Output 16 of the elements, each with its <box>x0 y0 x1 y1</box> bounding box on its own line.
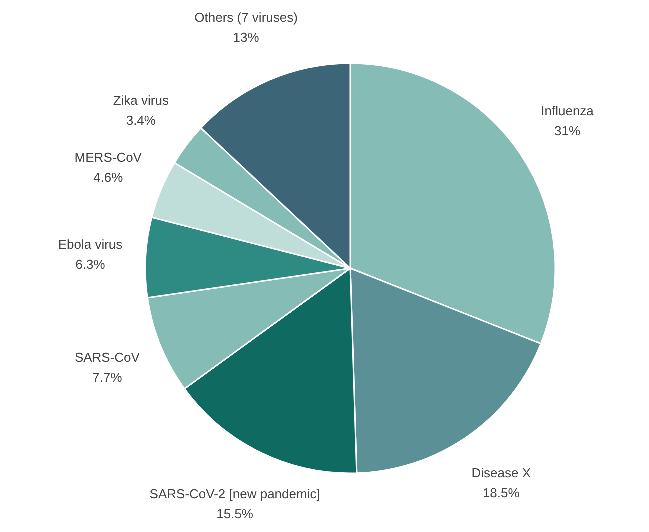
data-label: 7.7% <box>92 370 123 385</box>
slice-label: MERS-CoV <box>74 150 142 165</box>
data-label: 13% <box>233 30 260 46</box>
slice-label: Influenza <box>541 104 595 119</box>
data-label: 18.5% <box>482 486 520 501</box>
slice-label: Ebola virus <box>58 236 124 252</box>
slice-label: SARS-CoV <box>74 350 140 365</box>
slice-label: SARS-CoV-2 [new pandemic] <box>150 486 320 502</box>
data-label: 31% <box>554 124 581 139</box>
data-label: 15.5% <box>216 506 254 522</box>
data-label: 3.4% <box>126 112 156 128</box>
slice-label: Disease X <box>472 466 532 481</box>
slice-label: Zika virus <box>113 92 170 108</box>
data-label: 6.3% <box>76 256 106 272</box>
data-label: 4.6% <box>94 170 124 185</box>
slice-label: Others (7 viruses) <box>194 10 298 26</box>
